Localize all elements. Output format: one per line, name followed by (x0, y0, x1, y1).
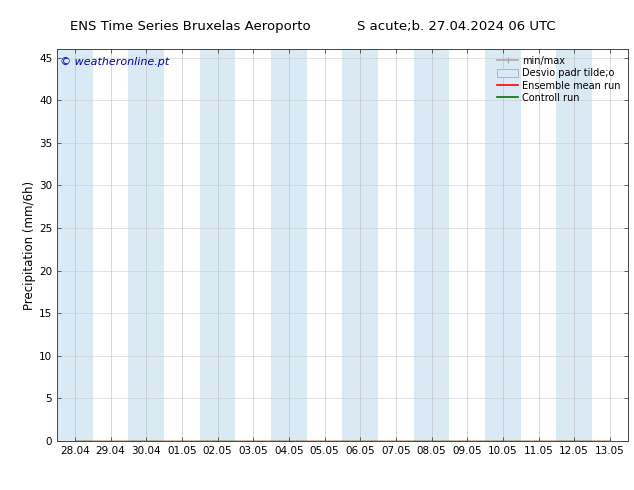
Text: ENS Time Series Bruxelas Aeroporto: ENS Time Series Bruxelas Aeroporto (70, 20, 311, 33)
Y-axis label: Precipitation (mm/6h): Precipitation (mm/6h) (23, 180, 36, 310)
Bar (57, 49, 93, 441)
Bar (128, 49, 164, 441)
Text: S acute;b. 27.04.2024 06 UTC: S acute;b. 27.04.2024 06 UTC (357, 20, 556, 33)
Text: © weatheronline.pt: © weatheronline.pt (60, 57, 169, 67)
Legend: min/max, Desvio padr tilde;o, Ensemble mean run, Controll run: min/max, Desvio padr tilde;o, Ensemble m… (495, 54, 623, 105)
Bar (485, 49, 521, 441)
Bar (200, 49, 235, 441)
Bar (342, 49, 378, 441)
Bar (271, 49, 307, 441)
Bar (557, 49, 592, 441)
Bar (413, 49, 450, 441)
